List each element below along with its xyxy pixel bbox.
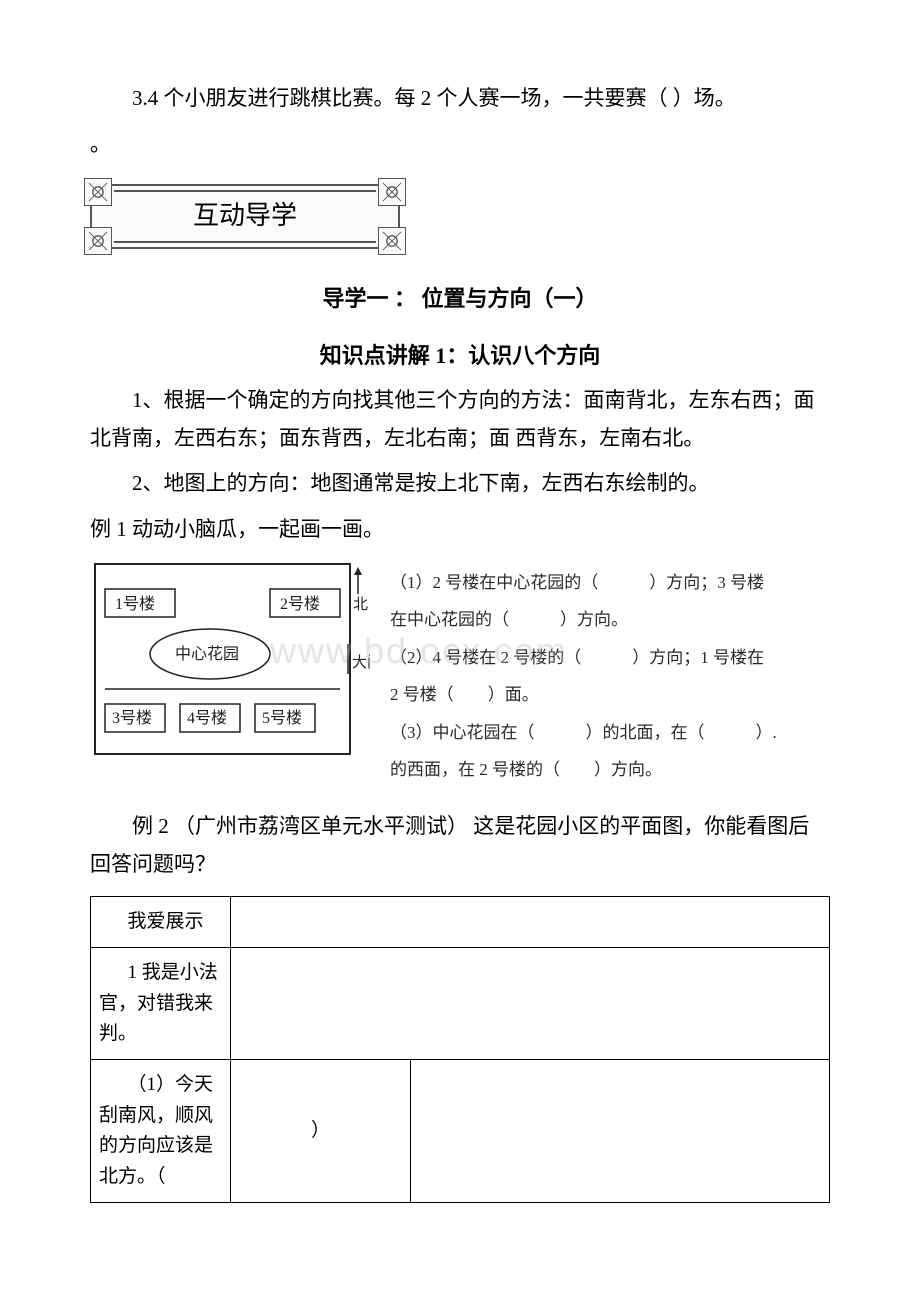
paragraph-2b: 例 1 动动小脑瓜，一起画一画。 — [90, 511, 830, 549]
b3-label: 3号楼 — [112, 709, 152, 727]
b2-label: 2号楼 — [280, 595, 320, 613]
example-2-text: 例 2 （广州市荔湾区单元水平测试） 这是花园小区的平面图，你能看图后回答问题吗… — [90, 808, 830, 884]
banner-corner-icon — [84, 227, 112, 255]
banner-title: 互动导学 — [193, 193, 297, 240]
banner-corner-icon — [378, 178, 406, 206]
paragraph-1: 1、根据一个确定的方向找其他三个方向的方法：面南背北，左东右西；面北背南，左西右… — [90, 382, 830, 458]
cell-r2c1: 1 我是小法官，对错我来判。 — [91, 948, 231, 1060]
cell-r3c3 — [411, 1060, 830, 1203]
cell-r1c2 — [231, 896, 830, 947]
heading-main: 导学一 ： 位置与方向（一） — [90, 279, 830, 319]
question-3: 3.4 个小朋友进行跳棋比赛。每 2 个人赛一场，一共要赛（ ）场。 — [90, 80, 830, 118]
dq-line: 在中心花园的（ ）方向。 — [390, 601, 830, 638]
banner-corner-icon — [378, 227, 406, 255]
paragraph-2a: 2、地图上的方向：地图通常是按上北下南，左西右东绘制的。 — [90, 465, 830, 503]
map-diagram: 1号楼 2号楼 中心花园 3号楼 4号楼 5号楼 北 大门 — [90, 559, 370, 759]
banner-inner-top — [114, 190, 376, 192]
banner-inner-bottom — [114, 241, 376, 243]
cell-r1c1: 我爱展示 — [91, 896, 231, 947]
dq-line: （2）4 号楼在 2 号楼的（ ）方向；1 号楼在 — [390, 639, 830, 676]
b4-label: 4号楼 — [187, 709, 227, 727]
cell-r3c1: （1）今天刮南风，顺风的方向应该是北方。（ — [91, 1060, 231, 1203]
north-label: 北 — [353, 596, 368, 613]
example-1-figure: www.bd ocx.com 1号楼 2号楼 中心花园 3号楼 4号楼 5号楼 … — [90, 559, 830, 788]
dq-line: 2 号楼（ ）面。 — [390, 676, 830, 713]
center-label: 中心花园 — [175, 645, 239, 663]
b1-label: 1号楼 — [115, 595, 155, 613]
period-line: 。 — [90, 126, 830, 164]
exercise-table: 我爱展示 1 我是小法官，对错我来判。 （1）今天刮南风，顺风的方向应该是北方。… — [90, 896, 830, 1203]
cell-r3c2: ） — [231, 1060, 411, 1203]
banner-corner-icon — [84, 178, 112, 206]
diagram-questions: （1）2 号楼在中心花园的（ ）方向；3 号楼 在中心花园的（ ）方向。 （2）… — [370, 559, 830, 788]
table-row: （1）今天刮南风，顺风的方向应该是北方。（ ） — [91, 1060, 830, 1203]
heading-sub: 知识点讲解 1：认识八个方向 — [90, 336, 830, 376]
b5-label: 5号楼 — [262, 709, 302, 727]
dq-line: 的西面，在 2 号楼的（ ）方向。 — [390, 751, 830, 788]
dq-line: （1）2 号楼在中心花园的（ ）方向；3 号楼 — [390, 564, 830, 601]
cell-r2c2 — [231, 948, 830, 1060]
gate-label: 大门 — [352, 654, 370, 671]
table-row: 1 我是小法官，对错我来判。 — [91, 948, 830, 1060]
section-banner: 互动导学 — [90, 184, 400, 249]
table-row: 我爱展示 — [91, 896, 830, 947]
dq-line: （3）中心花园在（ ）的北面，在（ ）. — [390, 714, 830, 751]
